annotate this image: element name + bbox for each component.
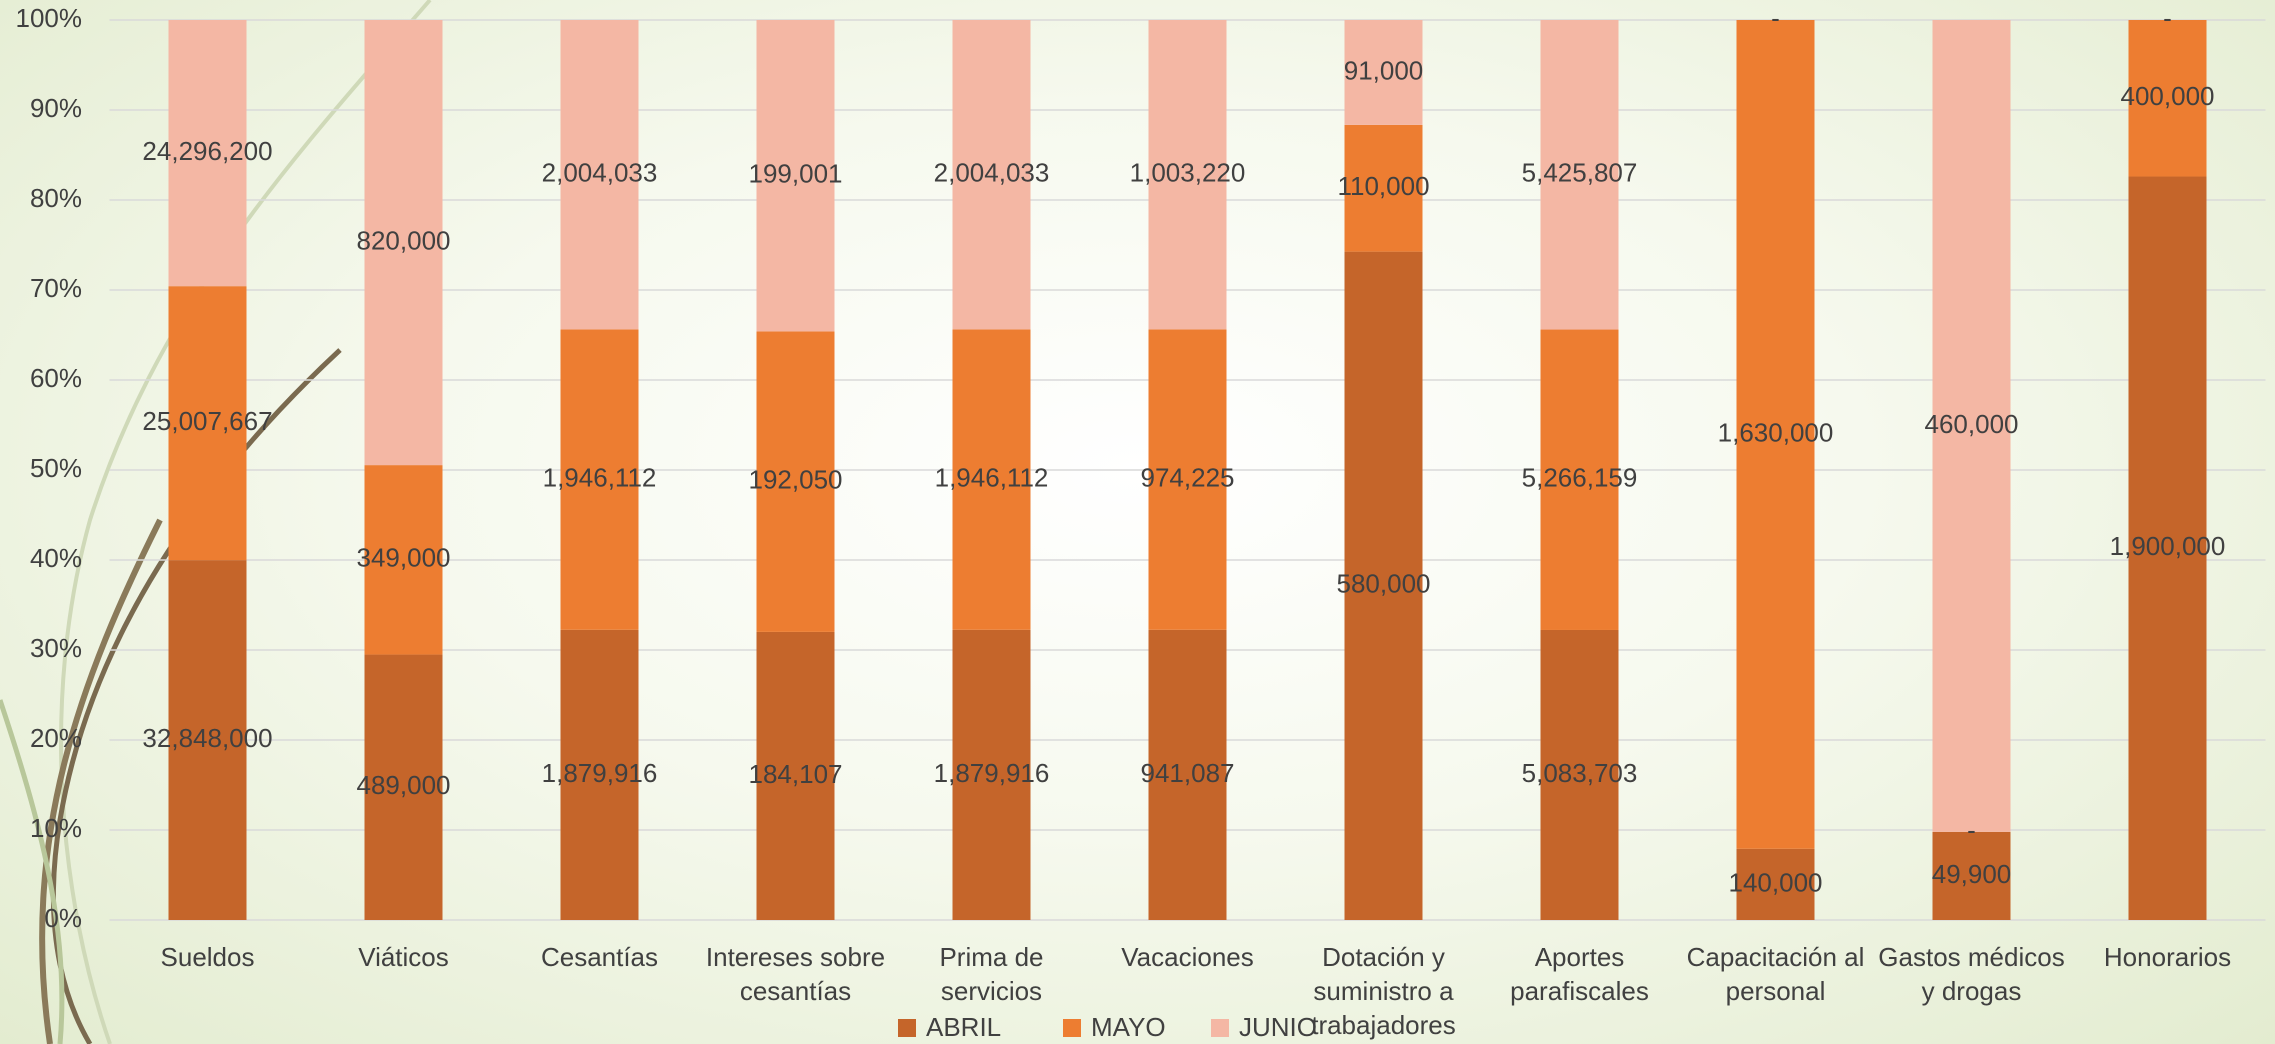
legend-swatch xyxy=(1211,1019,1229,1037)
bar-segment xyxy=(1148,629,1227,920)
bar-segment xyxy=(1932,20,2011,832)
data-label: 349,000 xyxy=(357,543,451,573)
x-tick-label: Sueldos xyxy=(160,942,255,972)
data-label: 5,083,703 xyxy=(1522,758,1638,788)
bar-segment xyxy=(1540,329,1619,630)
bar-segment xyxy=(560,329,639,630)
data-label: 580,000 xyxy=(1337,569,1431,599)
bar-segment xyxy=(1148,20,1227,330)
x-tick-label: Dotación y suministro a trabajadores xyxy=(1311,942,1456,1040)
bar-segment xyxy=(952,329,1031,630)
bar-segment xyxy=(756,20,835,332)
data-label: 1,946,112 xyxy=(543,462,657,492)
bar-segment xyxy=(364,465,443,655)
data-label: 1,003,220 xyxy=(1130,158,1246,188)
x-tick-label: Prima de servicios xyxy=(939,942,1044,1006)
bar-segment xyxy=(1540,20,1619,330)
y-tick-label: 100% xyxy=(16,3,83,33)
bar-segment xyxy=(2128,20,2207,177)
data-label: 184,107 xyxy=(749,759,843,789)
data-label: 400,000 xyxy=(2121,81,2215,111)
y-tick-label: 50% xyxy=(30,453,82,483)
decoration xyxy=(39,518,163,1044)
y-tick-label: 70% xyxy=(30,273,82,303)
data-label: - xyxy=(2163,3,2172,33)
data-label: 820,000 xyxy=(357,225,451,255)
data-label: 49,900 xyxy=(1932,859,2012,889)
x-tick-label: Honorarios xyxy=(2103,942,2232,972)
data-label: 460,000 xyxy=(1925,409,2019,439)
data-label: 24,296,200 xyxy=(142,136,272,166)
data-label: 5,425,807 xyxy=(1522,158,1638,188)
y-tick-label: 30% xyxy=(30,633,82,663)
data-label: - xyxy=(1771,3,1780,33)
legend-label: ABRIL xyxy=(926,1012,1001,1042)
y-tick-label: 60% xyxy=(30,363,82,393)
bar-segment xyxy=(1148,329,1227,630)
data-label: 974,225 xyxy=(1141,462,1235,492)
bar-segment xyxy=(1540,629,1619,920)
bar-segment xyxy=(1932,831,2011,920)
bar-segment xyxy=(1736,20,1815,849)
data-label: 489,000 xyxy=(357,770,451,800)
data-label: 91,000 xyxy=(1344,55,1424,85)
data-label: 941,087 xyxy=(1141,758,1235,788)
decoration xyxy=(59,0,432,1044)
data-label: 199,001 xyxy=(749,159,843,189)
x-tick-label: Intereses sobre cesantías xyxy=(705,942,886,1006)
bar-segment xyxy=(560,629,639,920)
bar-segment xyxy=(1344,124,1423,252)
bar-segment xyxy=(168,560,247,920)
y-tick-label: 90% xyxy=(30,93,82,123)
bar-segment xyxy=(364,654,443,920)
data-label: 1,630,000 xyxy=(1718,417,1834,447)
y-tick-label: 0% xyxy=(44,903,82,933)
bar-segment xyxy=(1344,251,1423,921)
bar-segment xyxy=(952,629,1031,920)
x-tick-label: Aportes parafiscales xyxy=(1510,942,1649,1006)
bar-segment xyxy=(560,20,639,330)
data-label: 1,879,916 xyxy=(934,758,1050,788)
data-label: 25,007,667 xyxy=(142,406,272,436)
bar-segment xyxy=(2128,176,2207,921)
legend: ABRIL MAYO JUNIO xyxy=(898,1012,1317,1042)
y-tick-label: 80% xyxy=(30,183,82,213)
x-tick-label: Viáticos xyxy=(358,942,449,972)
data-label: 1,879,916 xyxy=(542,758,658,788)
x-tick-label: Vacaciones xyxy=(1121,942,1254,972)
data-label: 110,000 xyxy=(1337,171,1429,201)
data-label: 2,004,033 xyxy=(934,158,1050,188)
legend-swatch xyxy=(1063,1019,1081,1037)
data-label: - xyxy=(1967,815,1976,845)
data-label: 1,900,000 xyxy=(2110,531,2226,561)
bar-segment xyxy=(168,286,247,561)
bar-segment xyxy=(1736,848,1815,920)
data-label: 32,848,000 xyxy=(142,723,272,753)
bar-segment xyxy=(364,20,443,466)
bar-segment xyxy=(1344,20,1423,125)
y-tick-label: 20% xyxy=(30,723,82,753)
data-label: 5,266,159 xyxy=(1522,463,1638,493)
legend-label: JUNIO xyxy=(1239,1012,1317,1042)
data-label: 140,000 xyxy=(1729,867,1823,897)
x-tick-label: Cesantías xyxy=(540,942,659,972)
bar-segment xyxy=(756,631,835,920)
bar-segment xyxy=(756,331,835,632)
bar-segment xyxy=(952,20,1031,330)
legend-label: MAYO xyxy=(1091,1012,1166,1042)
y-tick-label: 10% xyxy=(30,813,82,843)
legend-swatch xyxy=(898,1019,916,1037)
bar-segment xyxy=(168,20,247,287)
y-tick-label: 40% xyxy=(30,543,82,573)
data-label: 2,004,033 xyxy=(542,158,658,188)
x-tick-label: Capacitación al personal xyxy=(1686,942,1865,1006)
data-label: 192,050 xyxy=(749,465,843,495)
decoration xyxy=(0,699,65,1044)
x-tick-label: Gastos médicos y drogas xyxy=(1878,942,2065,1006)
data-label: 1,946,112 xyxy=(935,462,1049,492)
